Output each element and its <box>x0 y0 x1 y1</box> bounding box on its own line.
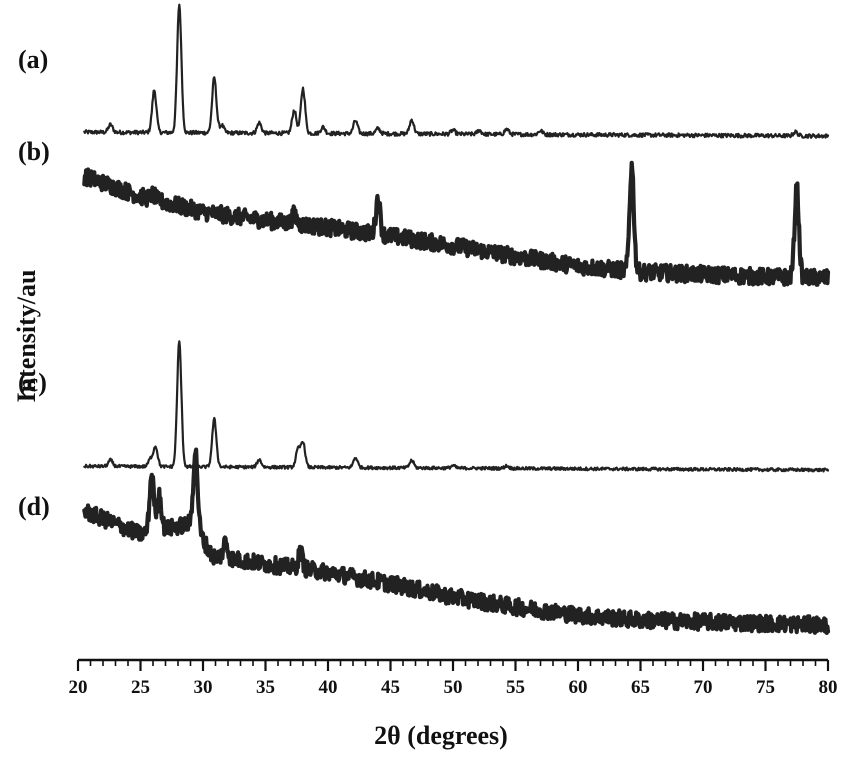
x-tick-label-25: 25 <box>131 677 150 698</box>
x-tick-label-65: 65 <box>631 677 650 698</box>
series-line-d <box>82 447 831 635</box>
x-tick-label-60: 60 <box>569 677 588 698</box>
series-label-d: (d) <box>18 492 50 521</box>
series-line-a <box>83 3 830 139</box>
x-tick-label-30: 30 <box>194 677 213 698</box>
series-line-c <box>83 340 830 473</box>
x-tick-label-55: 55 <box>506 677 525 698</box>
series-line-b <box>82 160 831 287</box>
series-label-b: (b) <box>18 137 50 166</box>
x-tick-label-20: 20 <box>69 677 88 698</box>
x-tick-label-45: 45 <box>381 677 400 698</box>
x-tick-label-75: 75 <box>756 677 775 698</box>
x-tick-label-50: 50 <box>444 677 463 698</box>
traces-layer <box>82 3 831 635</box>
x-tick-label-40: 40 <box>319 677 338 698</box>
series-label-c: (c) <box>18 368 47 397</box>
x-tick-label-35: 35 <box>256 677 275 698</box>
panel-labels-layer: (a) (b) (c) (d) <box>18 45 50 521</box>
x-tick-label-80: 80 <box>819 677 838 698</box>
x-axis-title: 2θ (degrees) <box>374 721 508 750</box>
series-label-a: (a) <box>18 45 48 74</box>
x-tick-label-70: 70 <box>694 677 713 698</box>
x-axis: 20 25 30 35 40 45 50 55 60 65 70 75 80 <box>69 658 838 698</box>
y-axis-title: Intensity/au <box>12 270 41 403</box>
